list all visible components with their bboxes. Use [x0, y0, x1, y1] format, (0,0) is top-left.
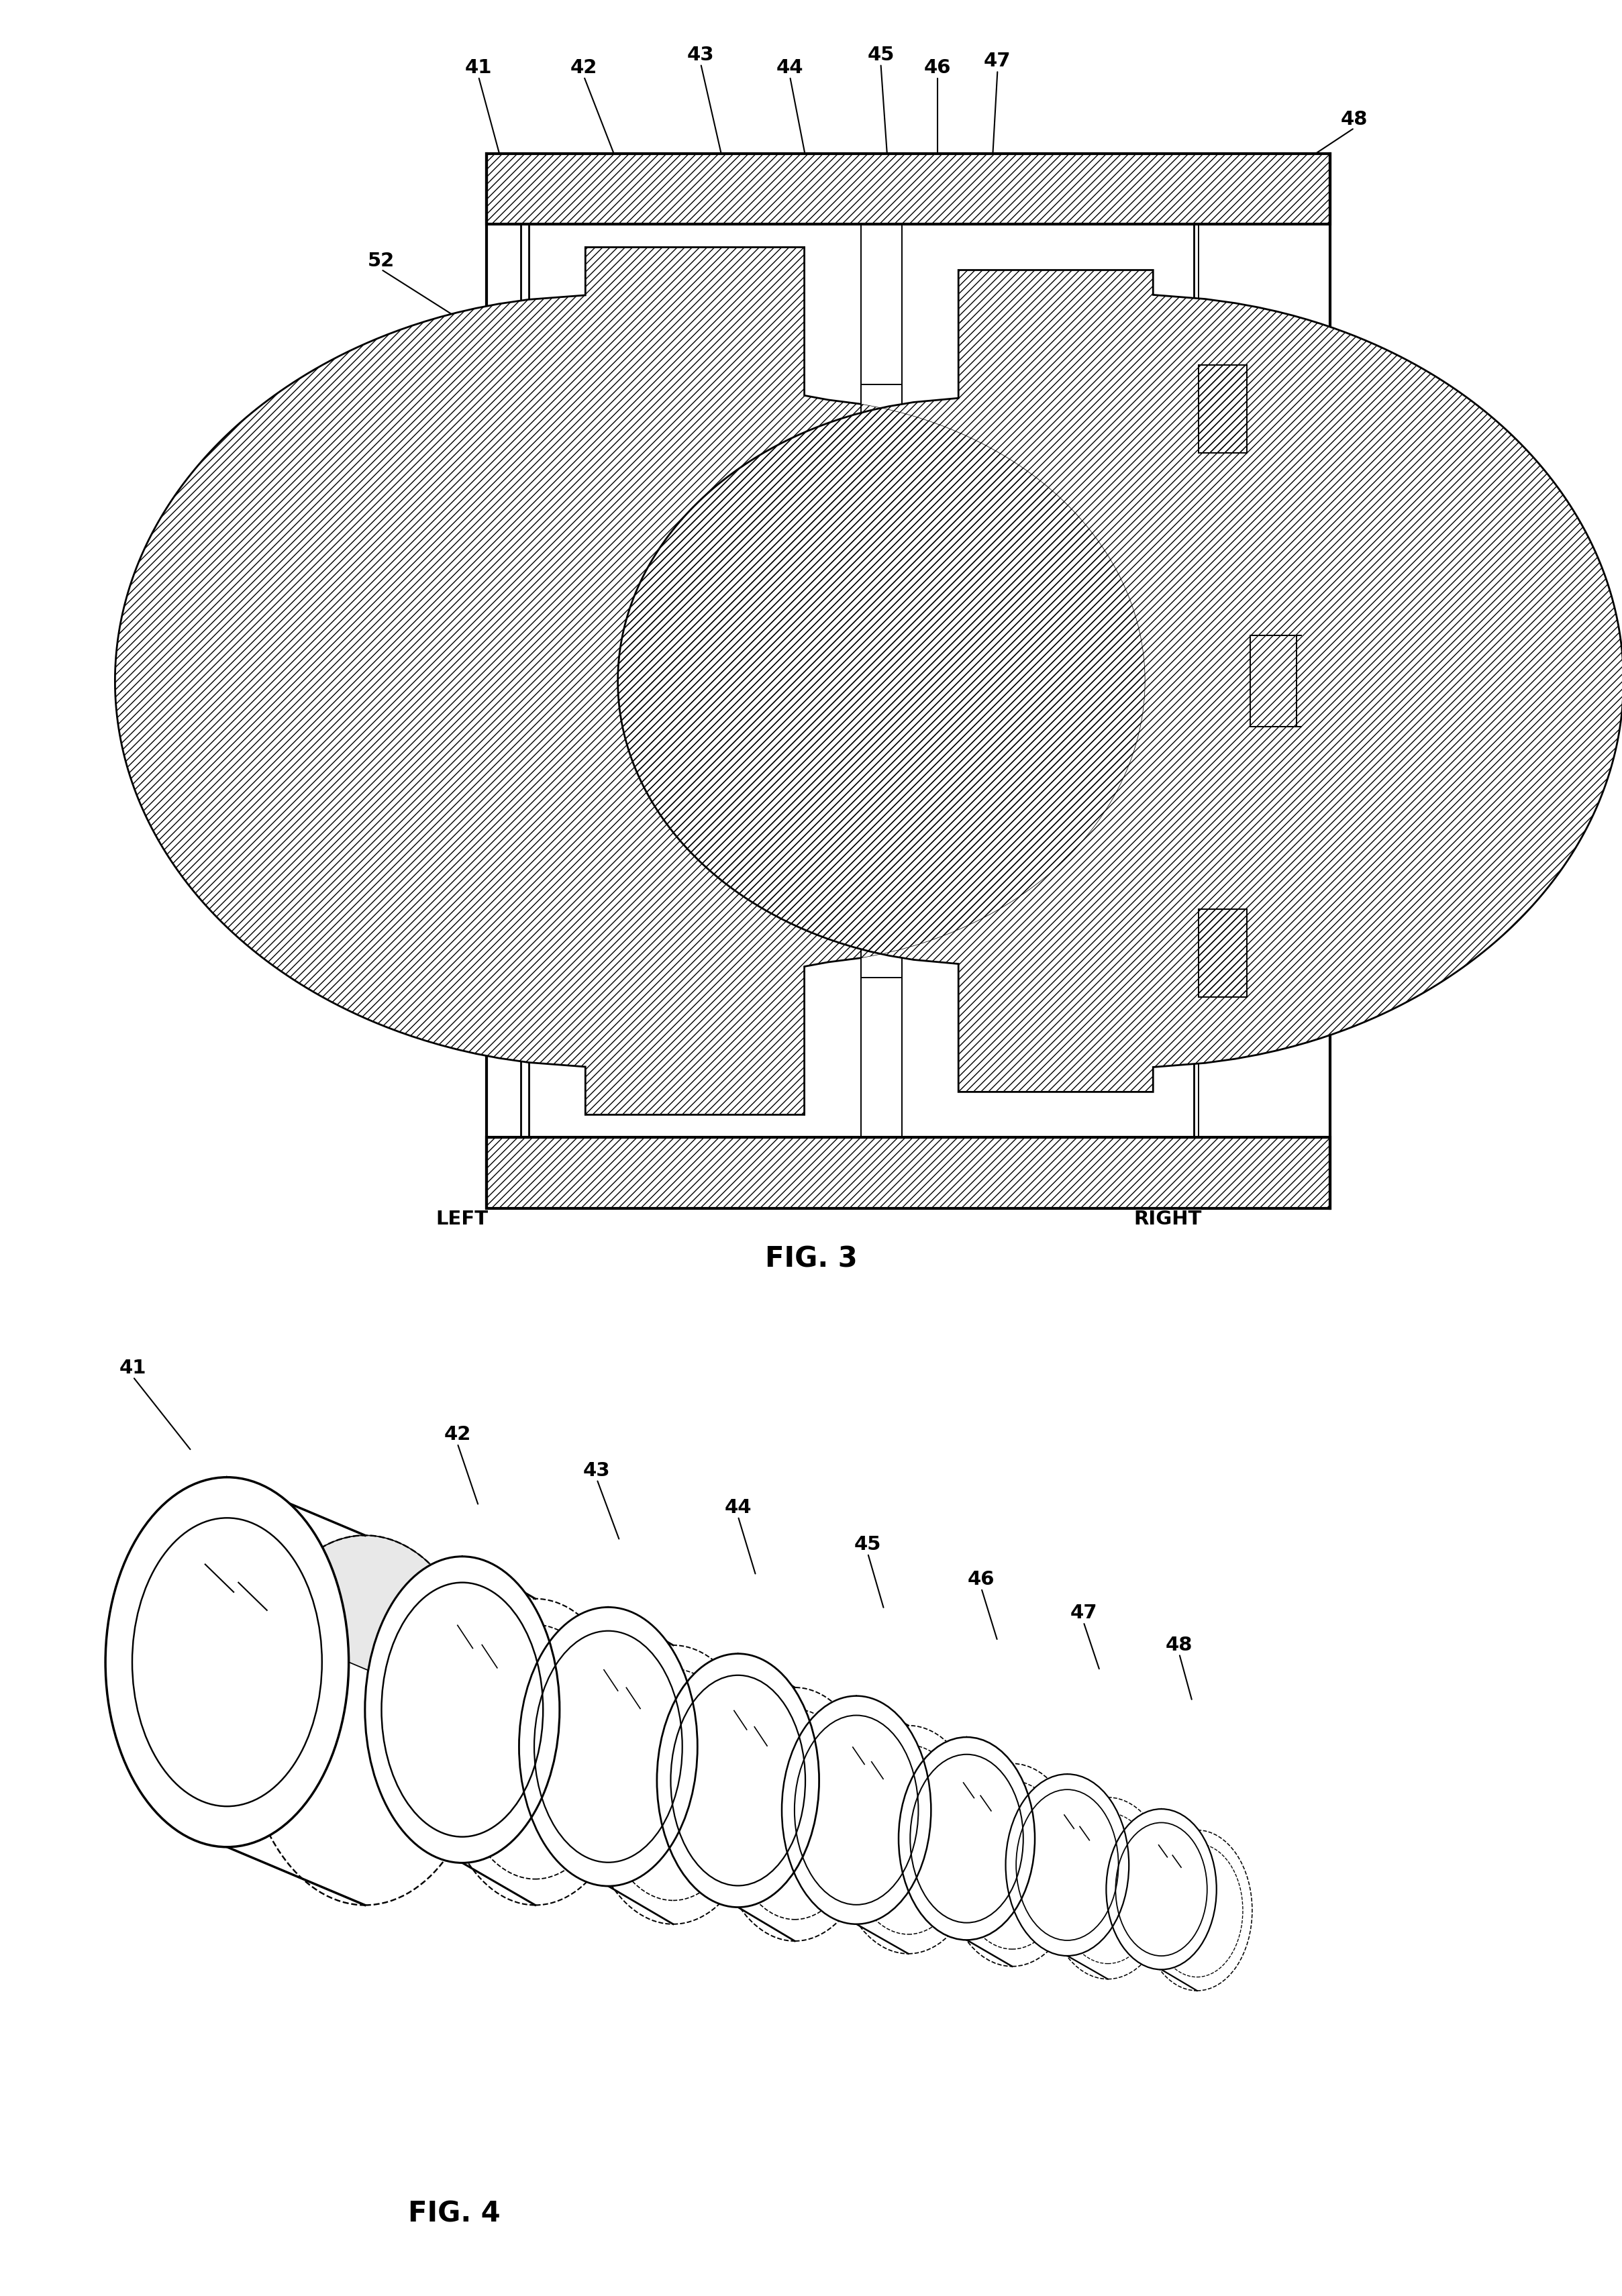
Ellipse shape [899, 1738, 1035, 1940]
Text: 42: 42 [444, 1426, 470, 1444]
Text: 43: 43 [584, 1460, 610, 1479]
Text: FIG. 4: FIG. 4 [409, 2200, 500, 2227]
Text: 42: 42 [571, 57, 597, 78]
Text: 44: 44 [725, 1497, 751, 1518]
Bar [487, 1139, 1330, 1208]
Text: RIGHT: RIGHT [1134, 1210, 1202, 1228]
Ellipse shape [519, 1607, 697, 1887]
Text: 43: 43 [688, 46, 714, 64]
Polygon shape [618, 271, 1622, 1093]
Bar [487, 154, 1330, 225]
Ellipse shape [782, 1697, 931, 1924]
Bar [1199, 909, 1247, 996]
Bar [1199, 365, 1247, 452]
Text: 41: 41 [466, 57, 491, 78]
Text: 47: 47 [985, 53, 1011, 71]
Text: LEFT: LEFT [436, 1210, 488, 1228]
Text: 48: 48 [1341, 110, 1367, 129]
Ellipse shape [365, 1557, 560, 1862]
Text: 46: 46 [968, 1570, 994, 1589]
Text: 47: 47 [1071, 1603, 1096, 1623]
Bar [1251, 636, 1296, 728]
Text: 45: 45 [868, 46, 894, 64]
Polygon shape [115, 248, 1145, 1116]
Ellipse shape [1106, 1809, 1216, 1970]
Ellipse shape [105, 1479, 349, 1846]
Text: 52: 52 [368, 250, 394, 271]
Ellipse shape [1006, 1775, 1129, 1956]
Text: FIG. 3: FIG. 3 [766, 1244, 856, 1272]
Text: 46: 46 [925, 57, 950, 78]
Text: 41: 41 [120, 1359, 146, 1378]
Polygon shape [105, 1479, 487, 1720]
Ellipse shape [657, 1653, 819, 1908]
Polygon shape [861, 386, 902, 978]
Text: 48: 48 [1166, 1635, 1192, 1653]
Text: 45: 45 [855, 1534, 881, 1554]
Text: 44: 44 [777, 57, 803, 78]
Text: LIGHT: LIGHT [255, 466, 316, 484]
